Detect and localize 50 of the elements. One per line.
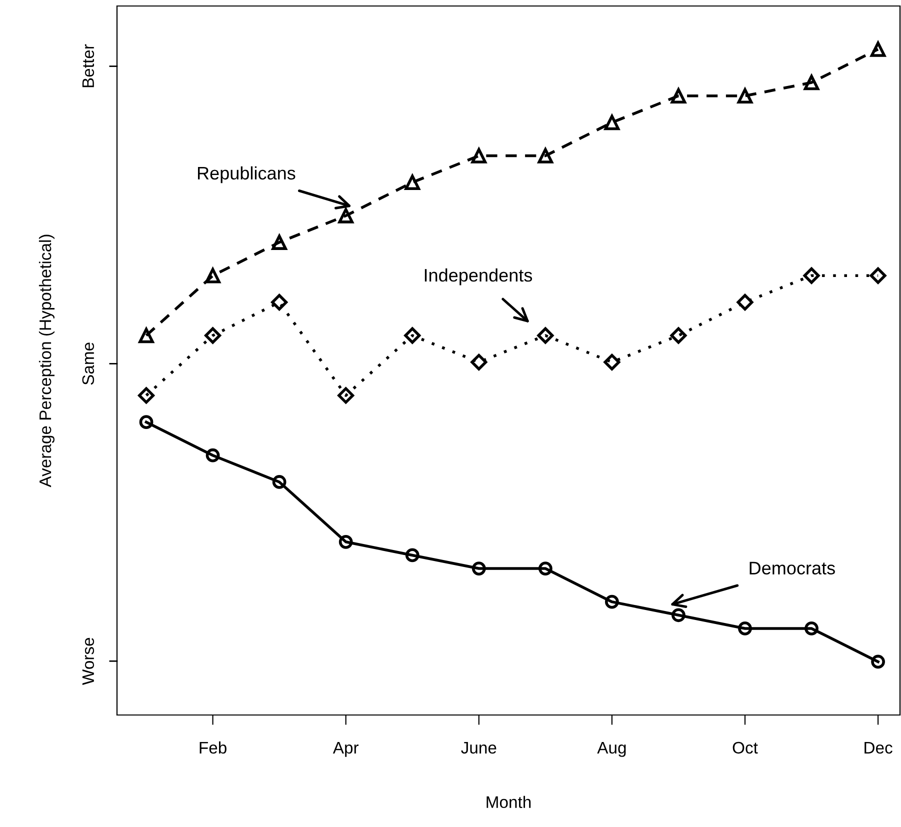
point [672, 608, 686, 622]
x-tick-label: Apr [332, 742, 359, 757]
point [803, 267, 820, 284]
x-tick-label: Feb [200, 741, 226, 754]
point [138, 387, 155, 404]
point [870, 267, 886, 284]
point [272, 475, 286, 489]
point [272, 234, 287, 250]
point [871, 654, 885, 669]
x-tick-label: Dec [864, 742, 892, 754]
point [604, 354, 620, 370]
point [205, 268, 220, 284]
point [404, 174, 420, 190]
y-axis-title: Average Perception (Hypothetical) [38, 234, 54, 488]
point [870, 42, 886, 57]
point [736, 294, 754, 310]
text: Independents [424, 268, 532, 286]
text: Democrats [750, 562, 835, 574]
x-tick-label: Oct [732, 742, 758, 754]
point [138, 328, 154, 344]
point [538, 562, 552, 576]
text: Republicans [198, 166, 296, 184]
point [471, 148, 487, 164]
point [206, 448, 220, 462]
text: Worse [82, 638, 94, 685]
point [538, 148, 554, 164]
x-tick-label: June [461, 742, 496, 754]
point [338, 208, 354, 224]
point [404, 327, 421, 344]
point [804, 74, 820, 90]
point [738, 622, 752, 636]
text: Better [82, 44, 94, 88]
point [804, 622, 818, 636]
point [604, 114, 620, 130]
point [472, 562, 486, 576]
x-tick-label: Aug [597, 742, 626, 757]
point [139, 415, 154, 430]
point [670, 327, 687, 344]
text: Same [82, 342, 94, 385]
point [338, 387, 354, 404]
point [670, 88, 686, 104]
point [470, 354, 488, 370]
point [737, 88, 753, 104]
point [271, 294, 288, 310]
x-axis-title: Month [486, 796, 531, 808]
point [605, 594, 619, 609]
point [338, 534, 353, 549]
point [204, 327, 222, 344]
point [537, 327, 554, 344]
point [405, 548, 420, 562]
